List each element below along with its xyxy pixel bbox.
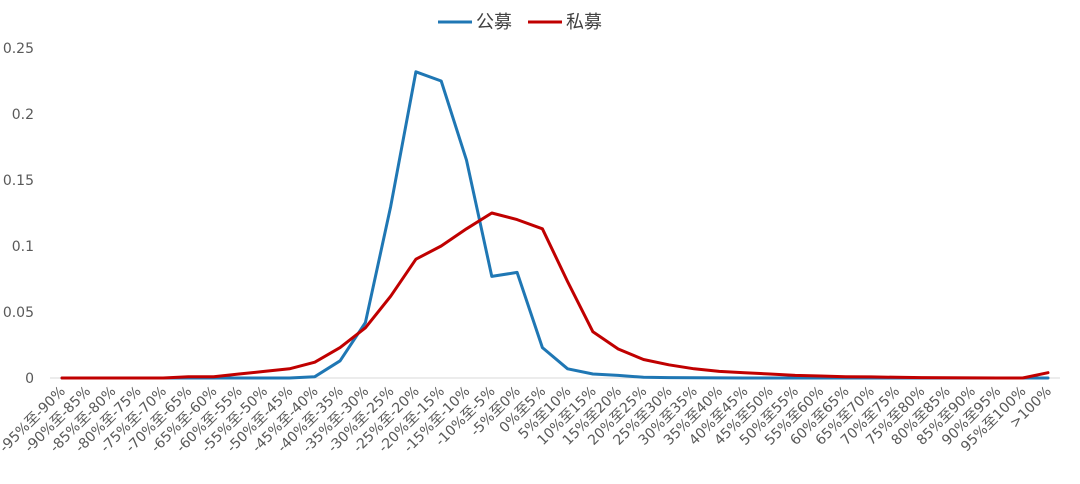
series-layer bbox=[60, 70, 1050, 380]
y-tick-label: 0.2 bbox=[12, 107, 34, 123]
series-line-1 bbox=[60, 211, 1050, 380]
y-tick-label: 0 bbox=[25, 371, 34, 387]
y-tick-label: 0.15 bbox=[3, 173, 34, 189]
series-line-0 bbox=[60, 70, 1050, 380]
x-axis: -95%至-90%-90%至-85%-85%至-80%-80%至-75%-75%… bbox=[0, 377, 1060, 456]
y-axis: 0 0.05 0.1 0.15 0.2 0.25 bbox=[3, 41, 34, 387]
legend-label: 公募 bbox=[476, 12, 512, 33]
legend: 公募 私募 bbox=[438, 12, 602, 33]
legend-label: 私募 bbox=[566, 12, 602, 33]
y-tick-label: 0.1 bbox=[12, 239, 34, 255]
y-tick-label: 0.25 bbox=[3, 41, 34, 57]
y-tick-label: 0.05 bbox=[3, 305, 34, 321]
